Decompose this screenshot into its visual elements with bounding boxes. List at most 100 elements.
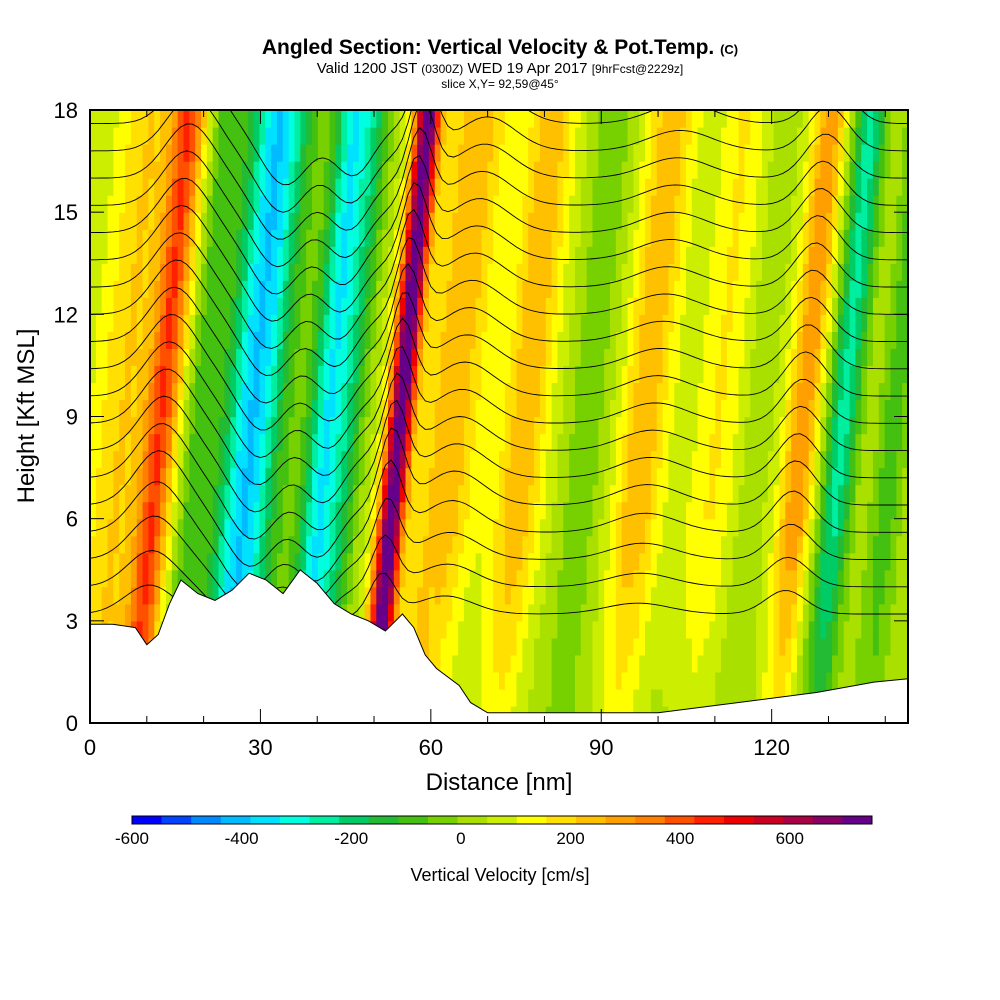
velocity-cell (276, 518, 284, 537)
velocity-cell (300, 382, 307, 401)
velocity-cell (890, 246, 897, 264)
velocity-cell (119, 535, 126, 554)
velocity-cell (691, 127, 699, 145)
velocity-cell (364, 569, 372, 588)
velocity-cell (633, 399, 640, 418)
velocity-cell (487, 246, 494, 264)
velocity-cell (586, 535, 594, 554)
velocity-cell (487, 331, 494, 349)
velocity-cell (458, 382, 465, 401)
velocity-cell (896, 297, 903, 315)
velocity-cell (142, 535, 150, 554)
velocity-cell (276, 314, 284, 332)
velocity-cell (884, 620, 892, 639)
velocity-cell (796, 331, 804, 349)
velocity-cell (370, 467, 377, 486)
velocity-cell (236, 161, 243, 179)
velocity-cell (814, 229, 821, 247)
velocity-cell (405, 603, 412, 622)
velocity-cell (726, 569, 734, 588)
velocity-cell (843, 263, 851, 281)
velocity-cell (101, 433, 109, 452)
velocity-cell (615, 382, 623, 401)
velocity-cell (884, 195, 892, 213)
velocity-cell (493, 365, 500, 384)
velocity-cell (861, 382, 868, 401)
velocity-cell (872, 620, 880, 639)
velocity-cell (90, 603, 97, 622)
velocity-cell (820, 348, 827, 367)
velocity-cell (522, 433, 529, 452)
velocity-cell (417, 586, 424, 605)
velocity-cell (224, 212, 231, 230)
velocity-cell (306, 178, 313, 196)
velocity-cell (878, 467, 886, 486)
velocity-cell (621, 620, 629, 639)
velocity-cell (493, 501, 500, 520)
velocity-cell (896, 484, 903, 503)
velocity-cell (101, 212, 109, 230)
velocity-cell (779, 280, 786, 298)
velocity-cell (136, 348, 144, 367)
velocity-cell (767, 280, 775, 298)
velocity-cell (855, 161, 862, 179)
velocity-cell (808, 127, 816, 145)
velocity-cell (282, 246, 290, 264)
velocity-cell (475, 484, 483, 503)
velocity-cell (715, 263, 722, 281)
velocity-cell (697, 229, 705, 247)
velocity-cell (276, 297, 284, 315)
velocity-cell (767, 144, 775, 162)
velocity-cell (189, 535, 196, 554)
velocity-cell (592, 365, 599, 384)
velocity-cell (475, 416, 483, 435)
velocity-cell (306, 450, 313, 469)
velocity-cell (504, 416, 512, 435)
velocity-cell (504, 161, 512, 179)
velocity-cell (580, 229, 588, 247)
velocity-cell (463, 331, 471, 349)
velocity-cell (738, 178, 745, 196)
velocity-cell (183, 229, 190, 247)
velocity-cell (306, 127, 313, 145)
velocity-cell (528, 552, 535, 571)
velocity-cell (352, 178, 360, 196)
velocity-cell (796, 416, 804, 435)
velocity-cell (539, 212, 547, 230)
velocity-cell (615, 518, 623, 537)
velocity-cell (539, 399, 547, 418)
velocity-cell (487, 518, 494, 537)
velocity-cell (779, 263, 786, 281)
velocity-cell (691, 195, 699, 213)
velocity-cell (364, 382, 372, 401)
velocity-cell (341, 314, 348, 332)
velocity-cell (855, 569, 862, 588)
velocity-cell (598, 535, 605, 554)
velocity-cell (528, 246, 535, 264)
velocity-cell (522, 603, 529, 622)
velocity-cell (183, 382, 190, 401)
velocity-cell (621, 569, 629, 588)
velocity-cell (119, 518, 126, 537)
velocity-cell (837, 229, 845, 247)
velocity-cell (130, 569, 138, 588)
velocity-cell (212, 212, 220, 230)
velocity-cell (90, 263, 97, 281)
velocity-cell (499, 654, 506, 673)
velocity-cell (130, 518, 138, 537)
velocity-cell (878, 518, 886, 537)
velocity-cell (773, 314, 781, 332)
velocity-cell (90, 433, 97, 452)
velocity-cell (697, 501, 705, 520)
velocity-cell (721, 620, 728, 639)
velocity-cell (902, 552, 908, 571)
velocity-cell (189, 229, 196, 247)
velocity-cell (347, 467, 354, 486)
velocity-cell (177, 297, 185, 315)
velocity-cell (475, 586, 483, 605)
velocity-cell (95, 246, 103, 264)
velocity-cell (481, 637, 488, 656)
velocity-cell (177, 195, 185, 213)
velocity-cell (189, 348, 196, 367)
velocity-cell (317, 263, 325, 281)
